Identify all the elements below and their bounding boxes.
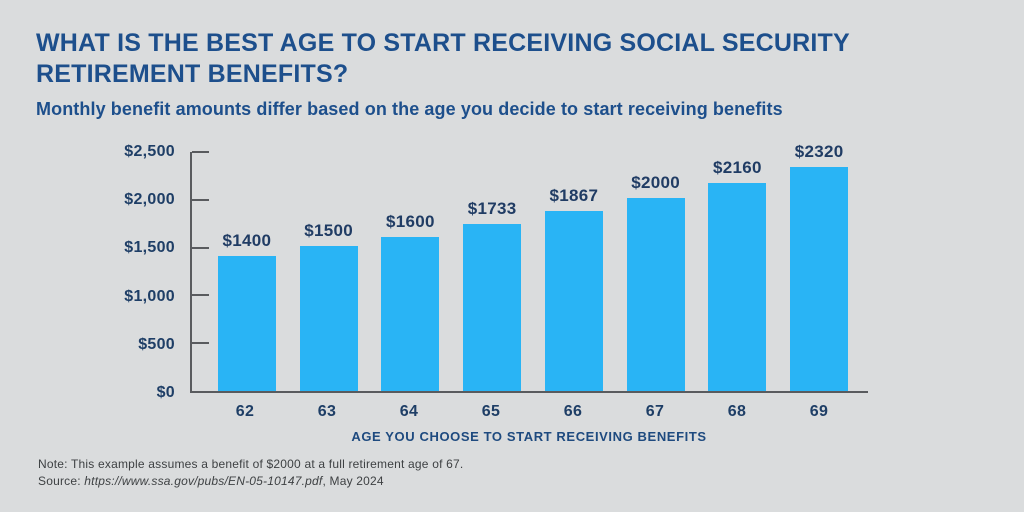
x-tick-label: 66 — [563, 403, 583, 420]
y-axis-tick — [192, 342, 209, 345]
y-axis-tick-label: $500 — [138, 335, 175, 353]
y-axis-tick-label: $2,500 — [124, 143, 175, 160]
y-axis-tick — [192, 151, 209, 153]
y-axis-labels: $2,500 $2,000 $1,500 $1,000 $500 $0 — [90, 143, 175, 401]
x-tick-label: 63 — [317, 403, 337, 420]
x-axis-labels: 62 63 64 65 66 67 68 69 — [190, 403, 868, 421]
bar — [381, 237, 440, 391]
bar-value-label: $2320 — [794, 142, 844, 161]
bar-value-label: $2000 — [631, 173, 681, 192]
bar — [544, 211, 603, 391]
footer: Note: This example assumes a benefit of … — [38, 456, 463, 491]
y-axis-tick-label: $1,000 — [124, 287, 175, 305]
bar-column-62: $1400 — [206, 152, 288, 391]
bar — [463, 224, 522, 391]
source-url: https://www.ssa.gov/pubs/EN-05-10147.pdf — [84, 474, 323, 489]
bar — [790, 167, 849, 391]
x-tick-label: 62 — [235, 403, 255, 420]
bar — [708, 183, 767, 391]
x-tick-label: 64 — [399, 403, 419, 420]
y-axis-tick-label: $1,500 — [124, 239, 175, 257]
page-subtitle: Monthly benefit amounts differ based on … — [36, 99, 783, 119]
bar — [626, 198, 685, 391]
source-date: , May 2024 — [322, 474, 384, 489]
bar-value-label: $2160 — [712, 158, 762, 177]
y-axis-tick — [192, 198, 209, 201]
footer-note: Note: This example assumes a benefit of … — [38, 457, 464, 471]
bars: $1400 $1500 $1600 $1733 $1867 $2000 $2160 $2320 — [192, 142, 868, 391]
x-axis-title: AGE YOU CHOOSE TO START RECEIVING BENEFI… — [351, 429, 707, 444]
footer-source: Source: https://www.ssa.gov/pubs/EN-05-1… — [38, 473, 463, 490]
y-axis-tick — [192, 294, 209, 297]
x-tick-label: 68 — [727, 403, 747, 420]
bar-column-67: $2000 — [615, 152, 697, 391]
plot-area: $1400 $1500 $1600 $1733 $1867 $2000 $2160 $2320 — [190, 142, 868, 393]
bar-column-64: $1600 — [370, 152, 452, 391]
bar-column-66: $1867 — [533, 152, 615, 391]
bar — [299, 246, 358, 391]
bar — [217, 256, 276, 391]
x-tick-label: 67 — [645, 403, 665, 420]
bar-column-69: $2320 — [778, 142, 860, 391]
source-label: Source: — [38, 474, 85, 489]
bar-value-label: $1500 — [304, 221, 354, 240]
bar-value-label: $1400 — [222, 231, 272, 250]
y-axis-tick-label: $0 — [156, 384, 175, 401]
bar-column-63: $1500 — [288, 152, 370, 391]
y-axis-tick-label: $2,000 — [124, 191, 175, 209]
benefits-bar-chart: $2,500 $2,000 $1,500 $1,000 $500 $0 $1400 $150… — [90, 142, 890, 452]
bar-column-65: $1733 — [451, 152, 533, 391]
x-tick-label: 65 — [481, 403, 501, 420]
bar-column-68: $2160 — [697, 152, 779, 391]
bar-value-label: $1733 — [467, 199, 517, 218]
page-title: WHAT IS THE BEST AGE TO START RECEIVING … — [36, 29, 850, 88]
bar-value-label: $1867 — [549, 186, 599, 205]
x-tick-label: 69 — [809, 403, 829, 420]
y-axis-tick — [192, 246, 209, 249]
bar-value-label: $1600 — [385, 212, 435, 231]
